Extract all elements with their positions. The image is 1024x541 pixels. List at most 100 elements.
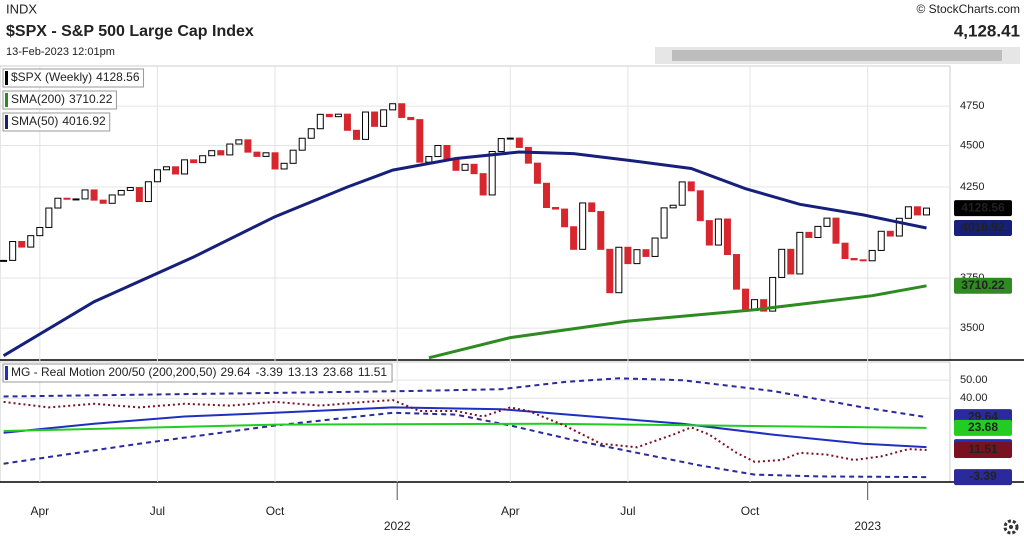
candle xyxy=(651,237,659,257)
legend-name: SMA(50) xyxy=(11,114,58,128)
candle xyxy=(226,143,234,156)
candle xyxy=(18,241,26,248)
legend-box xyxy=(2,90,117,110)
candle xyxy=(153,169,161,183)
candle xyxy=(823,217,831,227)
candle xyxy=(425,156,433,163)
candle xyxy=(253,151,261,157)
candle xyxy=(705,220,713,246)
candle xyxy=(760,299,768,312)
candle xyxy=(886,230,894,237)
candle xyxy=(515,137,523,148)
legend-value: 23.68 xyxy=(323,365,353,379)
candle xyxy=(570,226,578,250)
date: 13-Feb-2023 12:01pm xyxy=(6,46,115,58)
indicator-line xyxy=(3,399,927,463)
candle xyxy=(769,276,777,312)
settings-gear[interactable] xyxy=(1003,519,1019,535)
y-tick-label: 3500 xyxy=(960,322,984,334)
candle xyxy=(9,241,17,261)
candle xyxy=(307,128,315,139)
candle xyxy=(371,111,379,127)
candle xyxy=(452,158,460,171)
value-flag-bg xyxy=(954,277,1012,294)
legend-name: $SPX (Weekly) xyxy=(11,70,92,84)
candle xyxy=(633,249,641,265)
candle xyxy=(742,288,750,312)
candle xyxy=(624,246,632,265)
legend-value: -3.39 xyxy=(255,365,283,379)
candle xyxy=(687,181,695,192)
candle xyxy=(714,218,722,246)
legend-swatch xyxy=(5,366,8,380)
candle xyxy=(696,190,704,222)
candle xyxy=(289,149,297,164)
candle xyxy=(27,235,35,248)
legend-value: 13.13 xyxy=(288,365,318,379)
scroll-thumb[interactable] xyxy=(672,50,1002,61)
value-flag-bg xyxy=(954,469,1012,486)
candle xyxy=(280,162,288,170)
candle xyxy=(479,173,487,196)
legend-value: 11.51 xyxy=(358,365,387,379)
candle xyxy=(461,163,469,171)
candle xyxy=(90,189,98,201)
candle xyxy=(36,226,44,237)
indicator-line xyxy=(3,422,927,432)
candle xyxy=(54,197,62,209)
candle xyxy=(217,150,225,156)
candle xyxy=(81,189,89,200)
legend-swatch xyxy=(5,93,8,107)
legend-name: SMA(200) xyxy=(11,92,65,106)
value-flag: 29.64 xyxy=(968,409,998,423)
y-tick-label: 4750 xyxy=(960,100,984,112)
candle xyxy=(778,248,786,278)
value-flag: 23.68 xyxy=(968,420,998,434)
candle xyxy=(488,150,496,196)
candle xyxy=(181,159,189,175)
legend-value: 4016.92 xyxy=(62,114,106,128)
candle xyxy=(208,150,216,157)
y-tick-label: 50.00 xyxy=(960,374,988,386)
candle xyxy=(389,103,397,111)
candle xyxy=(235,139,243,145)
candle xyxy=(506,137,514,140)
x-tick-label: 2022 xyxy=(384,519,411,533)
candle xyxy=(542,182,550,209)
candle xyxy=(732,254,740,290)
value-flag: 4128.56 xyxy=(961,200,1005,214)
y-tick-label: 4250 xyxy=(960,181,984,193)
candle xyxy=(398,103,406,118)
x-tick-label: 2023 xyxy=(854,519,881,533)
candle xyxy=(913,206,921,216)
y-tick-label: 40.00 xyxy=(960,392,988,404)
value-flag: 11.51 xyxy=(968,442,998,456)
candle xyxy=(805,231,813,238)
value-flag-bg xyxy=(954,442,1012,459)
candle xyxy=(407,116,415,121)
candle xyxy=(615,246,623,294)
candle xyxy=(144,181,152,203)
candle xyxy=(832,217,840,244)
candle xyxy=(597,211,605,250)
candle xyxy=(99,199,107,204)
candle xyxy=(552,207,560,210)
candle xyxy=(135,187,143,203)
candle xyxy=(0,259,8,262)
chart-title: $SPX - S&P 500 Large Cap Index xyxy=(6,23,254,40)
candle xyxy=(271,152,279,170)
candle xyxy=(841,242,849,260)
candle xyxy=(126,187,134,191)
last-price: 4,128.41 xyxy=(954,21,1020,40)
legend-box xyxy=(2,363,393,383)
candle xyxy=(45,207,53,228)
x-tick-label: Oct xyxy=(266,504,285,518)
candle xyxy=(533,162,541,184)
x-tick-label: Apr xyxy=(501,504,520,518)
candle xyxy=(199,155,207,164)
value-flag: 4016.92 xyxy=(961,220,1005,234)
x-tick-label: Jul xyxy=(150,504,165,518)
indicator-line xyxy=(3,406,927,449)
candle xyxy=(579,202,587,250)
